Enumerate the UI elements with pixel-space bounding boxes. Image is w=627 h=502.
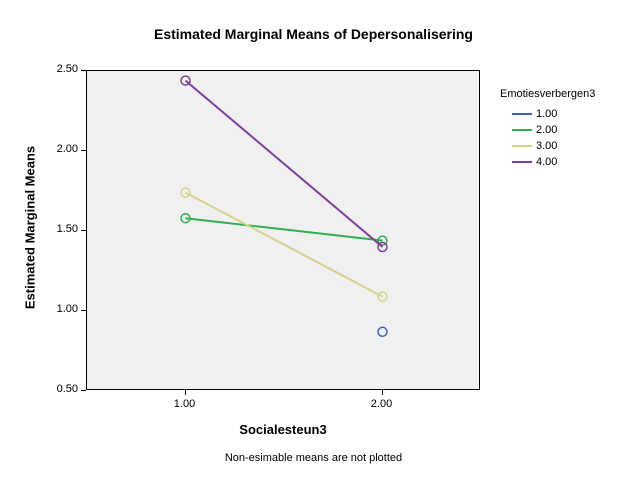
legend-label: 1.00 xyxy=(536,108,557,120)
legend-title: Emotiesverbergen3 xyxy=(500,88,595,100)
legend-swatch xyxy=(512,129,532,131)
legend-item: 3.00 xyxy=(512,140,557,152)
legend-label: 4.00 xyxy=(536,156,557,168)
y-axis-label: Estimated Marginal Means xyxy=(23,128,38,328)
series-marker xyxy=(378,327,387,336)
y-tick-label: 0.50 xyxy=(42,383,78,395)
y-tick-mark xyxy=(81,230,86,231)
y-tick-mark xyxy=(81,150,86,151)
series-line xyxy=(186,193,383,297)
x-tick-mark xyxy=(185,390,186,395)
y-tick-mark xyxy=(81,70,86,71)
legend-label: 2.00 xyxy=(536,124,557,136)
legend-swatch xyxy=(512,113,532,115)
plot-svg xyxy=(87,71,481,391)
y-tick-label: 2.00 xyxy=(42,143,78,155)
legend-swatch xyxy=(512,161,532,163)
series-marker xyxy=(181,76,190,85)
y-tick-label: 2.50 xyxy=(42,63,78,75)
y-tick-label: 1.00 xyxy=(42,303,78,315)
x-tick-label: 1.00 xyxy=(160,398,210,410)
legend-label: 3.00 xyxy=(536,140,557,152)
x-tick-label: 2.00 xyxy=(357,398,407,410)
y-tick-label: 1.50 xyxy=(42,223,78,235)
chart-title: Estimated Marginal Means of Depersonalis… xyxy=(0,26,627,42)
legend-item: 1.00 xyxy=(512,108,557,120)
x-axis-label: Socialesteun3 xyxy=(86,422,480,437)
legend-swatch xyxy=(512,145,532,147)
legend-item: 4.00 xyxy=(512,156,557,168)
chart-subtitle: Non-esimable means are not plotted xyxy=(0,452,627,464)
legend-item: 2.00 xyxy=(512,124,557,136)
y-tick-mark xyxy=(81,390,86,391)
chart-container: Estimated Marginal Means of Depersonalis… xyxy=(0,0,627,502)
x-tick-mark xyxy=(382,390,383,395)
plot-area xyxy=(86,70,480,390)
y-tick-mark xyxy=(81,310,86,311)
